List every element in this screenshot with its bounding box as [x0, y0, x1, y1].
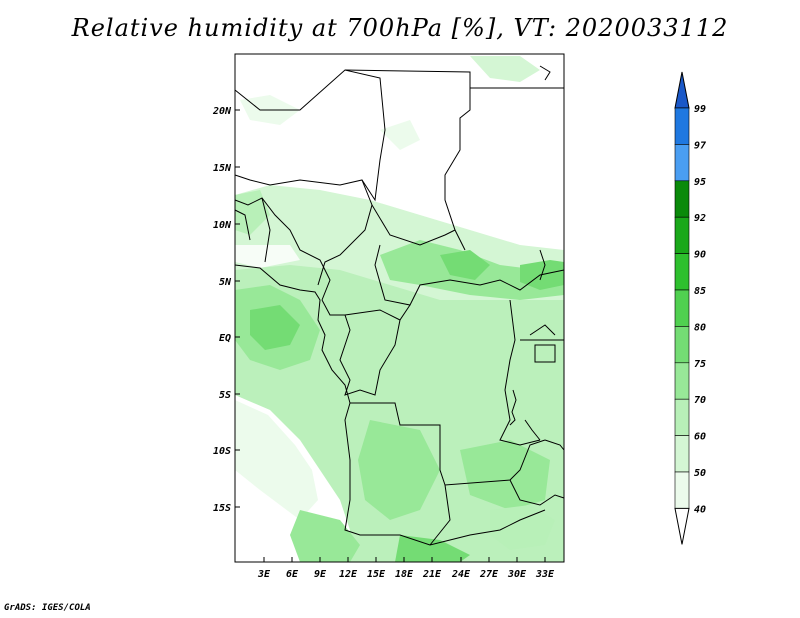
lon-label: 9E — [314, 569, 327, 580]
colorbar-top-arrow — [674, 71, 690, 109]
colorbar: 99 97 95 92 90 85 80 75 70 60 50 40 — [674, 71, 706, 545]
colorbar-segment — [674, 253, 690, 291]
colorbar-label: 99 — [694, 104, 706, 115]
colorbar-label: 70 — [694, 395, 706, 406]
colorbar-label: 75 — [694, 359, 706, 370]
lon-label: 18E — [395, 569, 414, 580]
lon-label: 33E — [535, 569, 555, 580]
humidity-shading — [235, 56, 564, 562]
map-title: Relative humidity at 700hPa [%], VT: 202… — [71, 14, 729, 42]
colorbar-label: 97 — [694, 140, 706, 151]
colorbar-segment — [674, 398, 690, 436]
lon-label: 21E — [422, 569, 442, 580]
colorbar-label: 40 — [694, 504, 706, 515]
lat-label: 10S — [213, 446, 231, 457]
lon-label: 30E — [507, 569, 527, 580]
colorbar-segment — [674, 362, 690, 400]
colorbar-label: 50 — [694, 468, 706, 479]
colorbar-segment — [674, 144, 690, 182]
colorbar-segment — [674, 326, 690, 364]
colorbar-segment — [674, 435, 690, 473]
lat-label: 10N — [213, 220, 232, 231]
lon-label: 12E — [339, 569, 358, 580]
lat-label: 20N — [212, 106, 232, 117]
lat-label: 15N — [213, 163, 232, 174]
colorbar-label: 85 — [694, 286, 706, 297]
colorbar-segment — [674, 107, 690, 145]
latitude-labels: 20N 15N 10N 5N EQ 5S 10S 15S — [212, 106, 240, 514]
grads-credit: GrADS: IGES/COLA — [4, 603, 91, 613]
colorbar-label: 90 — [694, 250, 706, 261]
lon-label: 15E — [367, 569, 386, 580]
colorbar-bottom-arrow — [674, 507, 690, 545]
colorbar-label: 80 — [694, 322, 706, 333]
colorbar-segment — [674, 471, 690, 509]
coastline — [234, 264, 351, 404]
lon-label: 27E — [479, 569, 499, 580]
colorbar-segment — [674, 180, 690, 218]
lon-label: 6E — [286, 569, 299, 580]
lon-label: 3E — [257, 569, 271, 580]
colorbar-label: 92 — [694, 213, 706, 224]
colorbar-segment — [674, 289, 690, 327]
country-borders — [234, 65, 565, 546]
lat-label: 5S — [219, 390, 231, 401]
lon-label: 24E — [451, 569, 471, 580]
lat-label: 5N — [219, 277, 232, 288]
lat-label: 15S — [213, 503, 231, 514]
colorbar-label: 95 — [694, 177, 706, 188]
colorbar-label: 60 — [694, 432, 706, 443]
map-frame — [234, 53, 565, 563]
lat-label: EQ — [219, 333, 231, 344]
colorbar-segment — [674, 216, 690, 254]
map-panel — [234, 53, 565, 563]
longitude-labels: 3E 6E 9E 12E 15E 18E 21E 24E 27E 30E 33E — [257, 557, 555, 580]
